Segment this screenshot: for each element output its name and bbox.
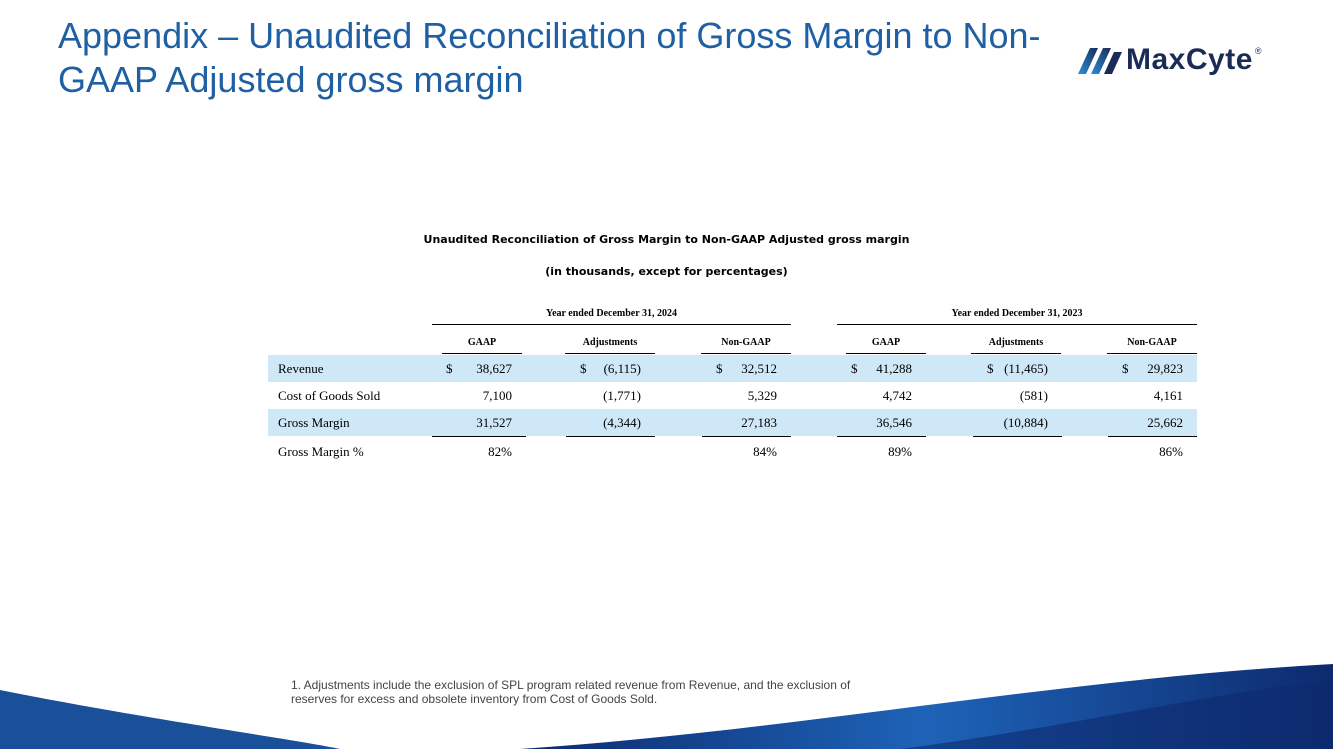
currency-symbol: $ (580, 361, 587, 376)
currency-symbol: $ (1122, 361, 1129, 376)
cell-value: 89% (888, 444, 912, 459)
cell-value: 36,546 (876, 415, 912, 430)
cell-value: 86% (1159, 444, 1183, 459)
row-label: Cost of Goods Sold (278, 388, 381, 403)
currency-symbol: $ (851, 361, 858, 376)
page-title-line-2: GAAP Adjusted gross margin (58, 59, 524, 100)
column-header-gaap-2023: GAAP (846, 337, 926, 354)
cell-value: 31,527 (476, 415, 512, 430)
cell-value: 41,288 (876, 361, 912, 376)
table-cell: 89% (837, 438, 926, 465)
table-cell: 36,546 (837, 409, 926, 437)
table-cell: 5,329 (702, 382, 791, 410)
table-cell: 4,161 (1108, 382, 1197, 410)
cell-value: (581) (1019, 388, 1048, 403)
currency-symbol: $ (716, 361, 723, 376)
column-header-nongaap-2024: Non-GAAP (701, 337, 791, 354)
row-label: Revenue (278, 361, 324, 376)
cell-value: 82% (488, 444, 512, 459)
cell-value: (10,884) (1003, 415, 1048, 430)
period-header-2024: Year ended December 31, 2024 (432, 308, 791, 325)
currency-symbol: $ (987, 361, 994, 376)
table-title: Unaudited Reconciliation of Gross Margin… (423, 233, 910, 246)
column-header-adjustments-2024: Adjustments (565, 337, 655, 354)
column-header-gaap-2024: GAAP (442, 337, 522, 354)
table-subtitle: (in thousands, except for percentages) (545, 265, 788, 278)
table-cell: 7,100 (432, 382, 526, 410)
cell-value: 5,329 (747, 388, 777, 403)
period-header-2023: Year ended December 31, 2023 (837, 308, 1197, 325)
cell-value: 29,823 (1147, 361, 1183, 376)
column-header-adjustments-2023: Adjustments (971, 337, 1061, 354)
row-label: Gross Margin (278, 415, 350, 430)
table-cell: (4,344) (566, 409, 655, 437)
table-row-cost-of-goods-sold: Cost of Goods Sold 7,100 (1,771) 5,329 4… (268, 382, 1197, 410)
table-cell: 27,183 (702, 409, 791, 437)
page-title: Appendix – Unaudited Reconciliation of G… (58, 14, 1058, 102)
logo-text: MaxCyte (1126, 43, 1253, 76)
cell-value: 25,662 (1147, 415, 1183, 430)
cell-value: (1,771) (603, 388, 641, 403)
table-cell: $41,288 (837, 355, 926, 382)
table-cell: (581) (973, 382, 1062, 410)
cell-value: 27,183 (741, 415, 777, 430)
table-row-revenue: Revenue $38,627 $ (6,115) $32,512 $41,288… (268, 355, 1197, 382)
table-cell: 25,662 (1108, 409, 1197, 437)
table-cell: $ (11,465) (973, 355, 1062, 382)
cell-value: (4,344) (603, 415, 641, 430)
page-title-line-1: Appendix – Unaudited Reconciliation of G… (58, 15, 1041, 56)
table-cell: (1,771) (566, 382, 655, 410)
maxcyte-logo: MaxCyte ® (1078, 40, 1308, 80)
table-cell: 84% (702, 438, 791, 465)
table-cell: $32,512 (702, 355, 791, 382)
table-cell: $29,823 (1108, 355, 1197, 382)
table-cell: 31,527 (432, 409, 526, 437)
cell-value: 32,512 (741, 361, 777, 376)
cell-value: 4,742 (882, 388, 912, 403)
table-cell: 86% (1108, 438, 1197, 465)
table-cell: $38,627 (432, 355, 526, 382)
decorative-wave (0, 664, 1333, 749)
footnote: 1. Adjustments include the exclusion of … (291, 678, 851, 706)
table-cell: 82% (432, 438, 526, 465)
cell-value: (6,115) (603, 361, 641, 376)
cell-value: 84% (753, 444, 777, 459)
table-cell: $ (6,115) (566, 355, 655, 382)
cell-value: 7,100 (482, 388, 512, 403)
table-cell: (10,884) (973, 409, 1062, 437)
currency-symbol: $ (446, 361, 453, 376)
maxcyte-logo-icon (1078, 48, 1122, 74)
table-row-gross-margin: Gross Margin 31,527 (4,344) 27,183 36,54… (268, 409, 1197, 437)
cell-value: 4,161 (1153, 388, 1183, 403)
table-cell: 4,742 (837, 382, 926, 410)
cell-value: 38,627 (476, 361, 512, 376)
column-header-nongaap-2023: Non-GAAP (1107, 337, 1197, 354)
row-label: Gross Margin % (278, 444, 364, 459)
registered-mark: ® (1254, 46, 1262, 56)
table-row-gross-margin-percent: Gross Margin % 82% 84% 89% 86% (268, 438, 1197, 465)
cell-value: (11,465) (1004, 361, 1048, 376)
